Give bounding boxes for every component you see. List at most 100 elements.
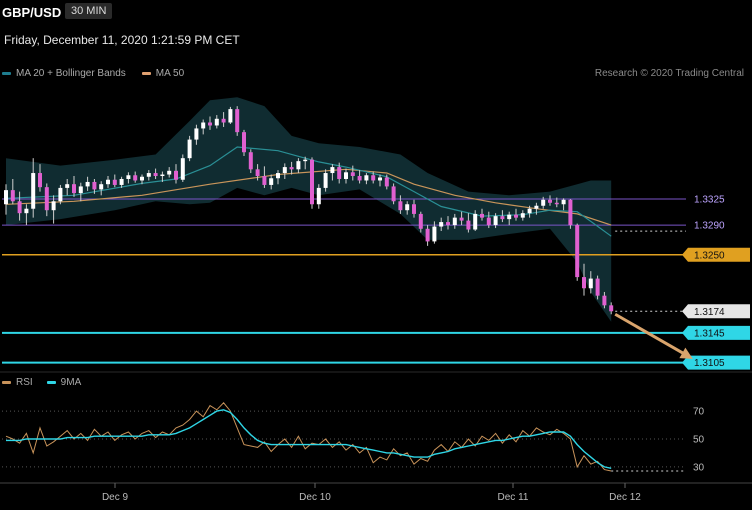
candle-body xyxy=(350,172,355,177)
candle-body xyxy=(425,228,430,242)
price-tag-label-1.3325: 1.3325 xyxy=(694,195,725,206)
candle-body xyxy=(480,213,484,218)
research-credit: Research © 2020 Trading Central xyxy=(594,68,744,79)
candle-body xyxy=(541,199,546,206)
x-tick-label: Dec 9 xyxy=(102,492,129,503)
candle-body xyxy=(568,199,573,226)
candle-body xyxy=(167,170,172,175)
candle-body xyxy=(486,217,491,226)
candle-body xyxy=(194,128,199,140)
candle-body xyxy=(24,208,29,214)
candle-body xyxy=(119,178,124,185)
candle-body xyxy=(269,178,274,185)
ma20-line xyxy=(5,146,612,237)
candle-body xyxy=(527,208,532,214)
candle-body xyxy=(228,109,233,123)
legend-swatch-rsi xyxy=(2,381,11,384)
candle-body xyxy=(405,204,410,211)
legend-item-ma50[interactable]: MA 50 xyxy=(141,68,185,79)
rsi-series-rsi xyxy=(5,402,612,472)
candle-body xyxy=(554,202,559,205)
candle-body xyxy=(255,169,260,177)
rsi-tick-label: 70 xyxy=(693,407,705,418)
candle-body xyxy=(51,201,56,211)
candle-body xyxy=(446,222,450,226)
candle-body xyxy=(398,201,403,211)
price-tag-1.3145 xyxy=(682,325,750,340)
candle-body xyxy=(466,220,471,230)
candle-body xyxy=(17,201,22,214)
x-tick-label: Dec 12 xyxy=(609,492,641,503)
candle-body xyxy=(214,118,219,126)
candle-body xyxy=(439,222,444,227)
candle-body xyxy=(31,173,36,209)
candle-body xyxy=(65,184,70,188)
legend-item-ma20-bollinger[interactable]: MA 20 + Bollinger Bands xyxy=(2,68,126,79)
candle-body xyxy=(296,161,301,170)
candle-body xyxy=(588,278,593,289)
candle-body xyxy=(140,176,144,181)
price-tag-label-1.3145: 1.3145 xyxy=(694,328,725,339)
candle-body xyxy=(10,190,15,202)
legend-item-rsi[interactable]: RSI xyxy=(2,377,33,388)
candle-body xyxy=(452,217,457,226)
candle-body xyxy=(357,176,362,181)
legend-label-rsi: RSI xyxy=(16,377,33,388)
candle-body xyxy=(459,217,464,221)
legend-label-ma50: MA 50 xyxy=(155,68,185,79)
candle-body xyxy=(180,158,185,180)
candle-body xyxy=(609,305,614,312)
candle-body xyxy=(72,184,76,194)
candle-body xyxy=(602,295,607,306)
price-tag-1.3105 xyxy=(682,355,750,370)
timeframe-badge[interactable]: 30 MIN xyxy=(65,3,113,19)
candle-body xyxy=(262,176,267,185)
legend-label-rsi-ma: 9MA xyxy=(60,377,82,388)
price-tag-label-1.3174: 1.3174 xyxy=(694,307,725,318)
candle-body xyxy=(548,199,552,203)
candle-body xyxy=(276,173,280,179)
candle-body xyxy=(160,174,165,177)
candle-body xyxy=(58,187,63,202)
candle-body xyxy=(92,181,97,190)
price-tag-label-1.3250: 1.3250 xyxy=(694,250,725,261)
candle-body xyxy=(500,216,505,220)
candle-body xyxy=(316,187,321,205)
legend-swatch-rsi-ma xyxy=(46,381,56,384)
forecast-arrow-head xyxy=(679,347,693,359)
candle-body xyxy=(582,277,586,289)
legend-swatch-ma20 xyxy=(2,72,11,75)
candle-body xyxy=(235,109,240,133)
candle-body xyxy=(248,152,253,170)
candle-body xyxy=(38,173,42,188)
candle-body xyxy=(473,213,478,230)
candle-body xyxy=(310,159,314,205)
candle-body xyxy=(4,190,8,205)
candle-body xyxy=(153,173,158,177)
candle-body xyxy=(44,187,49,211)
candle-body xyxy=(575,225,580,278)
candle-body xyxy=(534,205,539,209)
candle-body xyxy=(561,199,566,205)
rsi-series-9ma xyxy=(6,409,612,469)
x-tick-label: Dec 11 xyxy=(498,492,529,503)
candle-body xyxy=(364,175,369,181)
candle-body xyxy=(493,216,498,226)
candle-body xyxy=(133,175,138,181)
legend-swatch-ma50 xyxy=(141,72,151,75)
forecast-arrow-shaft xyxy=(614,312,688,357)
candle-body xyxy=(371,175,376,181)
candle-body xyxy=(126,175,131,179)
price-tag-1.3174 xyxy=(682,304,750,319)
candle-body xyxy=(418,213,423,229)
candle-body xyxy=(282,167,287,174)
indicator-legend: MA 20 + Bollinger Bands MA 50 xyxy=(2,68,184,79)
legend-item-rsi-ma[interactable]: 9MA xyxy=(46,377,82,388)
price-tag-label-1.3290: 1.3290 xyxy=(694,221,725,232)
candle-body xyxy=(201,122,206,129)
candle-body xyxy=(187,139,192,159)
candle-body xyxy=(384,177,389,187)
price-tag-label-1.3105: 1.3105 xyxy=(694,358,725,369)
candle-body xyxy=(595,278,600,296)
